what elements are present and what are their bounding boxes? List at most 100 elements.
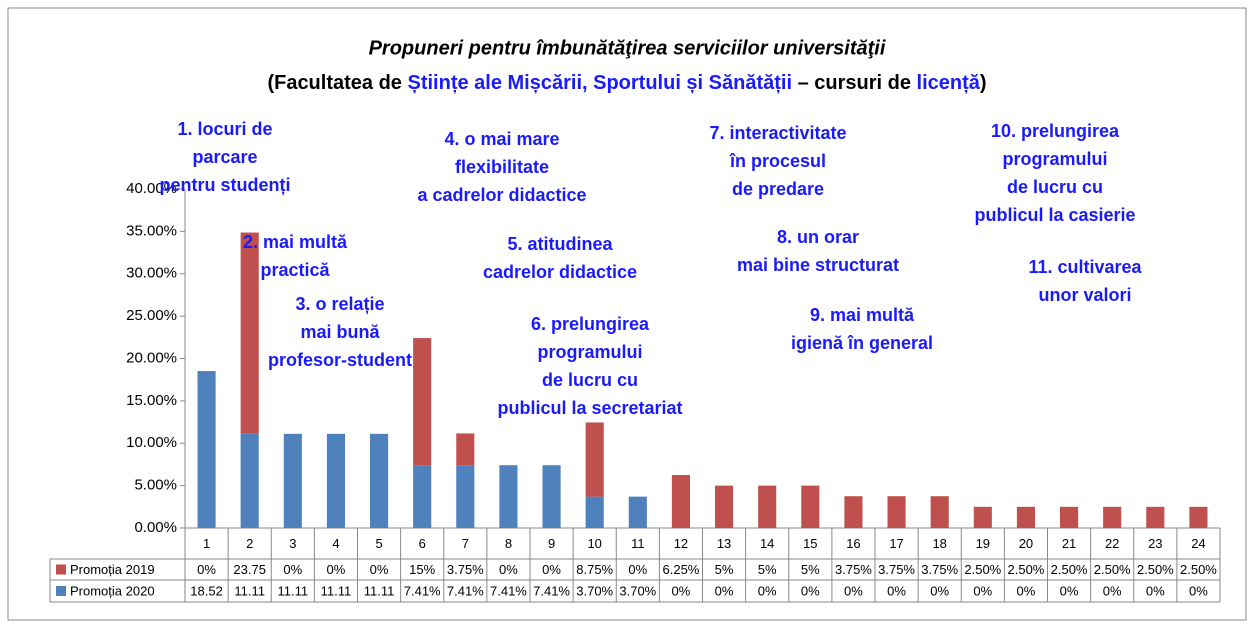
- table-value: 0%: [542, 562, 561, 577]
- table-value: 0%: [370, 562, 389, 577]
- subtitle-part: licență: [917, 72, 981, 94]
- bar: [628, 496, 647, 528]
- x-tick-label: 5: [375, 536, 382, 551]
- annotation: 5. atitudinea: [507, 234, 613, 254]
- table-value: 0%: [327, 562, 346, 577]
- x-tick-label: 16: [846, 536, 860, 551]
- bar: [801, 485, 820, 528]
- annotation: programului: [1002, 149, 1107, 169]
- annotation: programului: [537, 342, 642, 362]
- y-tick-label: 30.00%: [126, 265, 177, 282]
- annotation: flexibilitate: [455, 157, 549, 177]
- bar: [499, 465, 518, 528]
- annotation: 8. un orar: [777, 227, 859, 247]
- bar: [1189, 506, 1208, 528]
- x-tick-label: 23: [1148, 536, 1162, 551]
- table-value: 0%: [197, 562, 216, 577]
- annotation: 9. mai multă: [810, 305, 915, 325]
- annotation: 3. o relație: [295, 294, 384, 314]
- subtitle-part: Științe ale Mișcării, Sportului și Sănăt…: [407, 72, 792, 94]
- annotation: mai bună: [300, 322, 380, 342]
- subtitle-part: ): [980, 72, 987, 94]
- legend-label: Promoția 2019: [70, 562, 155, 577]
- annotation: 2. mai multă: [243, 232, 348, 252]
- table-value: 0%: [1146, 583, 1165, 598]
- table-value: 7.41%: [533, 583, 570, 598]
- y-tick-label: 5.00%: [134, 477, 177, 494]
- x-tick-label: 20: [1019, 536, 1033, 551]
- table-value: 2.50%: [1180, 562, 1217, 577]
- table-value: 0%: [628, 562, 647, 577]
- bar: [456, 465, 475, 528]
- legend-swatch: [56, 564, 66, 575]
- table-value: 23.75: [233, 562, 266, 577]
- bar: [930, 496, 949, 528]
- table-value: 7.41%: [404, 583, 441, 598]
- table-value: 15%: [409, 562, 435, 577]
- table-value: 3.70%: [619, 583, 656, 598]
- bar: [1103, 506, 1122, 528]
- legend-label: Promoția 2020: [70, 583, 155, 598]
- bar: [413, 338, 432, 466]
- x-tick-label: 1: [203, 536, 210, 551]
- bar: [715, 485, 734, 528]
- bar: [413, 465, 432, 528]
- bar: [844, 496, 863, 528]
- x-tick-label: 18: [932, 536, 946, 551]
- x-tick-label: 3: [289, 536, 296, 551]
- x-tick-label: 7: [462, 536, 469, 551]
- bar: [1016, 506, 1035, 528]
- table-value: 11.11: [364, 583, 395, 598]
- table-value: 2.50%: [1008, 562, 1045, 577]
- table-value: 18.52: [190, 583, 223, 598]
- table-value: 5%: [801, 562, 820, 577]
- bar: [240, 232, 259, 434]
- annotation: cadrelor didactice: [483, 262, 637, 282]
- table-value: 0%: [283, 562, 302, 577]
- x-tick-label: 4: [332, 536, 339, 551]
- x-tick-label: 17: [889, 536, 903, 551]
- table-value: 5%: [715, 562, 734, 577]
- table-value: 3.75%: [835, 562, 872, 577]
- chart-title: Propuneri pentru îmbunătăţirea serviciil…: [369, 37, 886, 59]
- x-tick-label: 12: [674, 536, 688, 551]
- table-value: 0%: [758, 583, 777, 598]
- x-tick-label: 9: [548, 536, 555, 551]
- bar: [456, 433, 475, 466]
- annotation: unor valori: [1038, 285, 1131, 305]
- bar: [671, 475, 690, 528]
- y-tick-label: 20.00%: [126, 349, 177, 366]
- annotation: 6. prelungirea: [531, 314, 650, 334]
- table-value: 3.70%: [576, 583, 613, 598]
- annotation: 7. interactivitate: [709, 123, 846, 143]
- table-value: 6.25%: [663, 562, 700, 577]
- table-value: 3.75%: [921, 562, 958, 577]
- y-tick-label: 25.00%: [126, 307, 177, 324]
- table-value: 0%: [887, 583, 906, 598]
- table-value: 0%: [672, 583, 691, 598]
- bar: [326, 433, 345, 528]
- table-value: 0%: [1017, 583, 1036, 598]
- x-tick-label: 19: [976, 536, 990, 551]
- table-value: 7.41%: [490, 583, 527, 598]
- y-tick-label: 10.00%: [126, 434, 177, 451]
- x-tick-label: 10: [587, 536, 601, 551]
- table-value: 0%: [499, 562, 518, 577]
- annotation: publicul la casierie: [974, 205, 1135, 225]
- annotation: de predare: [732, 179, 824, 199]
- annotation: de lucru cu: [1007, 177, 1103, 197]
- table-value: 2.50%: [1094, 562, 1131, 577]
- subtitle-part: (Facultatea de: [267, 72, 407, 94]
- annotation: practică: [260, 260, 330, 280]
- bar: [758, 485, 777, 528]
- annotation: pentru studenți: [160, 175, 291, 195]
- bar: [973, 506, 992, 528]
- bar: [585, 496, 604, 528]
- table-value: 3.75%: [447, 562, 484, 577]
- annotation: a cadrelor didactice: [417, 185, 586, 205]
- table-value: 0%: [1060, 583, 1079, 598]
- x-tick-label: 22: [1105, 536, 1119, 551]
- y-tick-label: 40.00%: [126, 180, 177, 197]
- subtitle-part: – cursuri de: [792, 72, 917, 94]
